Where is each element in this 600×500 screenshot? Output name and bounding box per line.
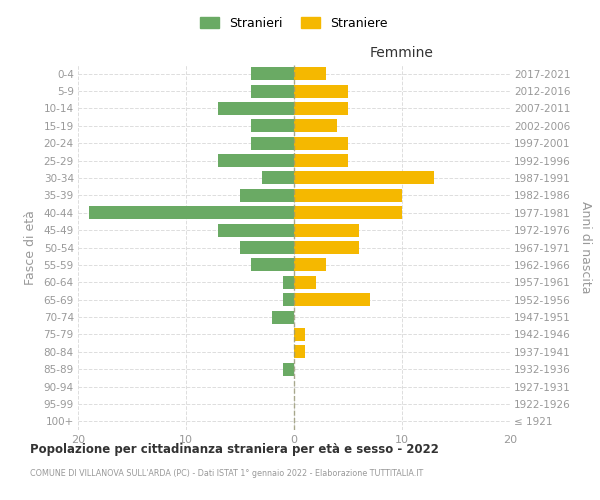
Bar	[218, 154, 294, 167]
Text: COMUNE DI VILLANOVA SULL'ARDA (PC) - Dati ISTAT 1° gennaio 2022 - Elaborazione T: COMUNE DI VILLANOVA SULL'ARDA (PC) - Dat…	[30, 469, 423, 478]
Bar	[294, 293, 370, 306]
Bar	[294, 189, 402, 202]
Bar	[294, 224, 359, 236]
Bar	[251, 258, 294, 272]
Bar	[294, 346, 305, 358]
Bar	[294, 136, 348, 149]
Bar	[294, 67, 326, 80]
Bar	[294, 258, 326, 272]
Bar	[251, 67, 294, 80]
Bar	[294, 84, 348, 98]
Bar	[251, 136, 294, 149]
Text: Popolazione per cittadinanza straniera per età e sesso - 2022: Popolazione per cittadinanza straniera p…	[30, 442, 439, 456]
Bar	[251, 120, 294, 132]
Bar	[294, 241, 359, 254]
Bar	[294, 154, 348, 167]
Bar	[294, 276, 316, 289]
Bar	[294, 172, 434, 184]
Y-axis label: Fasce di età: Fasce di età	[23, 210, 37, 285]
Text: Femmine: Femmine	[370, 46, 434, 60]
Bar	[218, 102, 294, 115]
Bar	[251, 84, 294, 98]
Bar	[294, 206, 402, 220]
Bar	[240, 189, 294, 202]
Bar	[294, 120, 337, 132]
Legend: Stranieri, Straniere: Stranieri, Straniere	[200, 16, 388, 30]
Bar	[283, 362, 294, 376]
Bar	[262, 172, 294, 184]
Bar	[218, 224, 294, 236]
Bar	[240, 241, 294, 254]
Bar	[294, 328, 305, 341]
Bar	[272, 310, 294, 324]
Bar	[283, 293, 294, 306]
Bar	[294, 102, 348, 115]
Y-axis label: Anni di nascita: Anni di nascita	[579, 201, 592, 294]
Bar	[89, 206, 294, 220]
Bar	[283, 276, 294, 289]
